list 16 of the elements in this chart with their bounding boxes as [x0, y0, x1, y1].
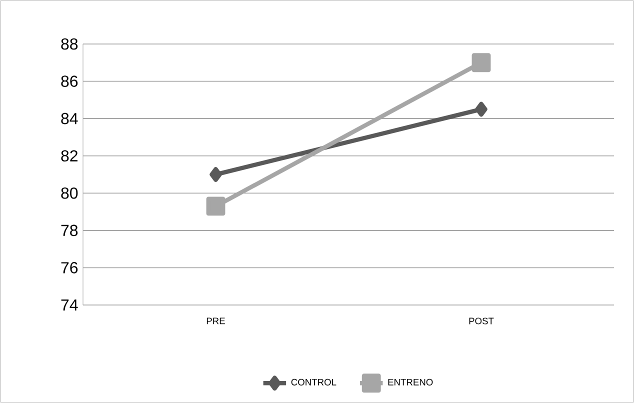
y-tick-label: 80: [61, 187, 78, 199]
y-tick-label: 86: [61, 76, 78, 87]
y-tick-label: 74: [61, 300, 78, 311]
y-tick-label: 84: [61, 112, 78, 124]
y-tick-label: 82: [61, 150, 78, 162]
point: [206, 196, 226, 216]
point: [472, 53, 491, 72]
legend-label: ENTRENO: [388, 378, 433, 386]
legend-label: CONTROL: [291, 378, 336, 386]
y-tick-label: 78: [61, 224, 78, 236]
point: [210, 167, 222, 182]
x-tick-label: POST: [469, 318, 494, 324]
y-tick-label: 88: [61, 38, 78, 50]
x-tick-label: PRE: [206, 318, 225, 324]
y-tick-label: 76: [61, 262, 78, 274]
point: [475, 102, 488, 117]
